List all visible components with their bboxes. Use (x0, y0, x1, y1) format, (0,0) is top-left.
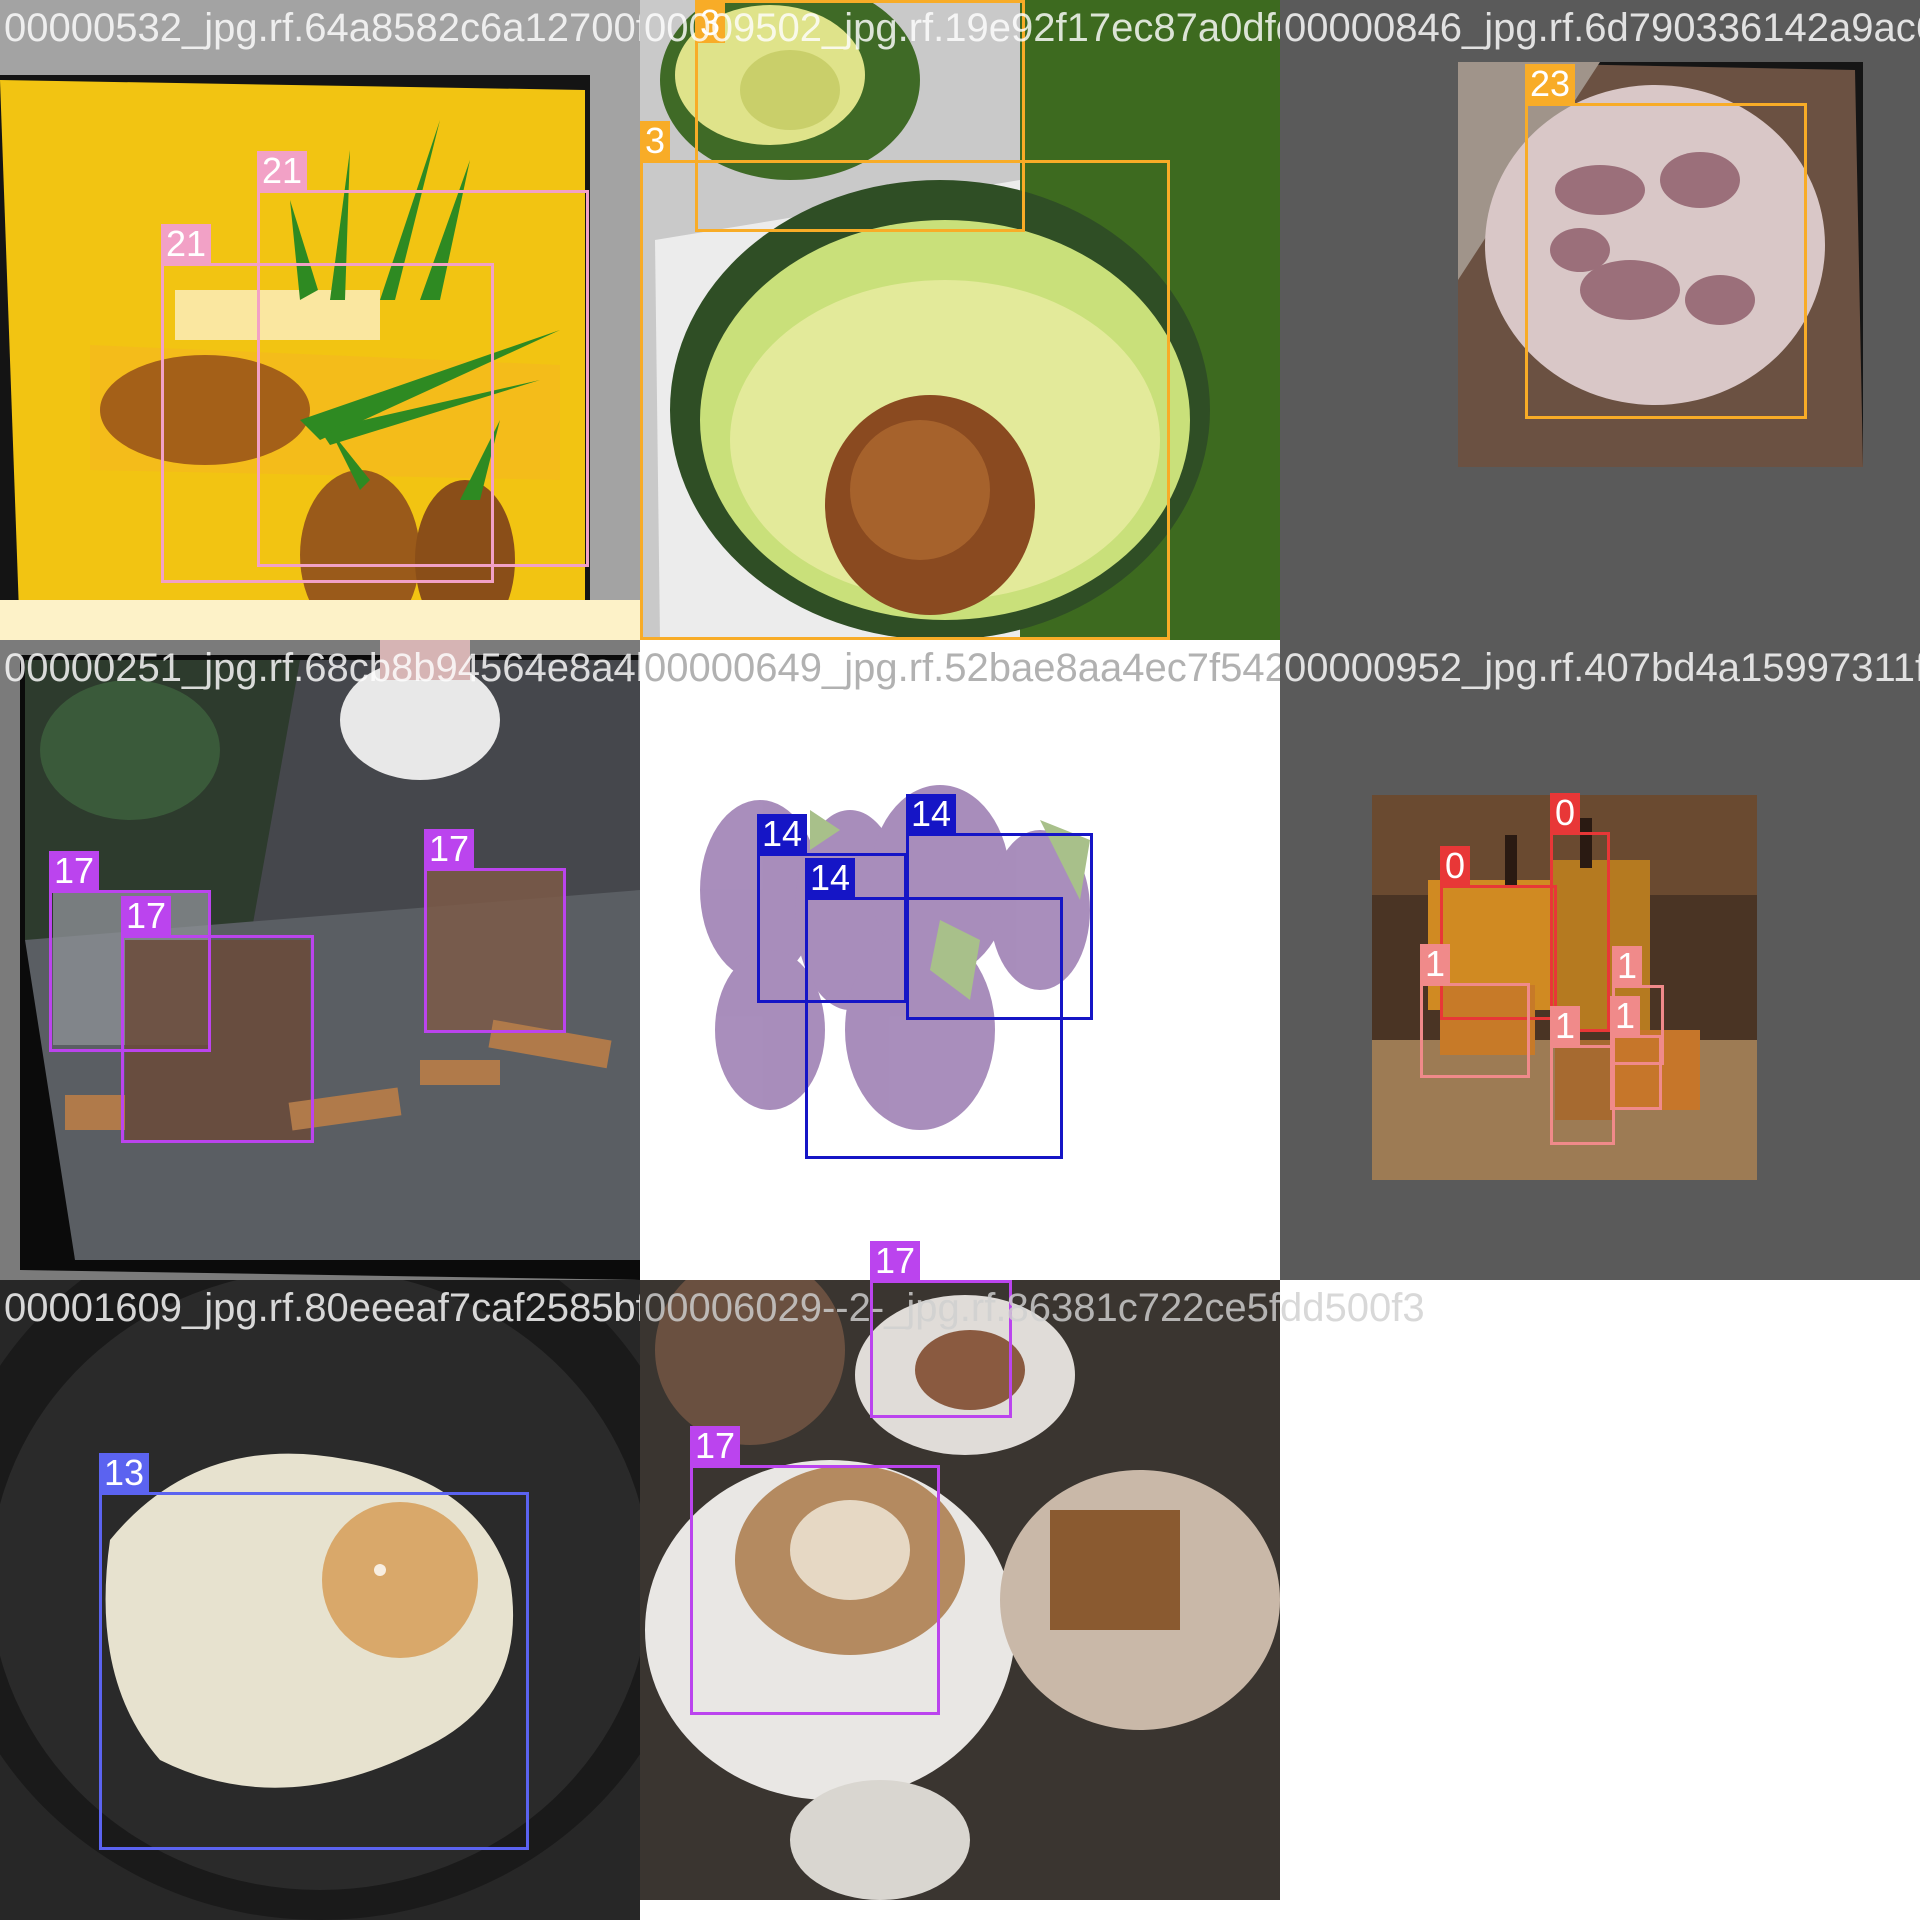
tile-eggplant: 00000649_jpg.rf.52bae8aa4ec7f54228888095… (640, 640, 1280, 1280)
bbox: 17 (690, 1426, 940, 1715)
bbox: 17 (870, 1241, 1012, 1418)
coffee-cake-photo (640, 1280, 1280, 1920)
class-label: 1 (1420, 944, 1451, 984)
tile-filename: 00000532_jpg.rf.64a8582c6a12700f3c0d0d5b (4, 6, 640, 50)
bottles-photo (1280, 640, 1920, 1280)
bbox: 0 (1550, 793, 1610, 1032)
tile-coffee-cake: 00006029--2-_jpg.rf.86381c722ce5fdd500f3… (640, 1241, 1425, 1920)
bbox: 13 (99, 1453, 529, 1850)
bbox: 1 (1420, 944, 1530, 1078)
tile-empty (1280, 1280, 1920, 1920)
class-label: 0 (1550, 793, 1581, 833)
bbox: 21 (161, 224, 494, 583)
class-label: 1 (1610, 996, 1641, 1036)
class-label: 14 (757, 814, 808, 854)
bbox: 14 (757, 814, 907, 1003)
bbox: 1 (1550, 1006, 1615, 1145)
tile-filename: 00000649_jpg.rf.52bae8aa4ec7f54228888095 (644, 646, 1280, 690)
tile-filename: 00000846_jpg.rf.6d790336142a9ac68 (1284, 6, 1920, 50)
class-label: 0 (1440, 846, 1471, 886)
class-label: 3 (640, 121, 671, 161)
bbox: 1 (1612, 946, 1664, 1065)
tile-cups: 00000251_jpg.rf.68cb8b94564e8a4bd5576d54… (0, 640, 640, 1280)
class-label: 17 (121, 896, 172, 936)
tile-bottles: 00000952_jpg.rf.407bd4a15997311f4 0 0 1 … (1280, 640, 1920, 1280)
tile-filename: 00006029--2-_jpg.rf.86381c722ce5fdd500f3 (644, 1286, 1425, 1330)
class-label: 21 (161, 224, 212, 264)
class-label: 17 (49, 851, 100, 891)
class-label: 14 (805, 858, 856, 898)
bbox: 14 (805, 858, 1063, 1159)
class-label: 17 (690, 1426, 741, 1466)
class-label: 23 (1525, 64, 1576, 104)
bbox: 17 (121, 896, 314, 1143)
bbox: 17 (424, 829, 566, 1033)
tile-egg: 00001609_jpg.rf.80eeeaf7caf2585bf4e8da6c… (0, 1280, 640, 1920)
avocado-photo (640, 0, 1280, 640)
tile-filename: 00009502_jpg.rf.19e92f17ec87a0dfd5cde5b8 (644, 6, 1280, 50)
class-label: 21 (257, 151, 308, 191)
class-label: 13 (99, 1453, 150, 1493)
tile-filename: 00000251_jpg.rf.68cb8b94564e8a4bd5576d54 (4, 646, 640, 690)
tile-pizza: 00000846_jpg.rf.6d790336142a9ac68 23 (1280, 0, 1920, 640)
class-label: 3 (695, 3, 726, 43)
cups-photo (0, 640, 640, 1280)
bbox: 21 (257, 151, 589, 567)
class-label: 17 (424, 829, 475, 869)
class-label: 1 (1612, 946, 1643, 986)
bbox: 1 (1610, 996, 1662, 1110)
bbox: 14 (906, 794, 1093, 1020)
class-label: 17 (870, 1241, 921, 1281)
bbox: 23 (1525, 64, 1807, 419)
bbox: 3 (640, 121, 1170, 640)
bbox: 17 (49, 851, 211, 1052)
tile-avocado: 00009502_jpg.rf.19e92f17ec87a0dfd5cde5b8… (640, 0, 1280, 640)
tile-filename: 00001609_jpg.rf.80eeeaf7caf2585bf4e8da6c (4, 1286, 640, 1330)
tile-pineapple: 00000532_jpg.rf.64a8582c6a12700f3c0d0d5b… (0, 0, 640, 640)
egg-photo (0, 1280, 640, 1920)
bbox: 3 (695, 0, 1025, 232)
class-label: 1 (1550, 1006, 1581, 1046)
class-label: 14 (906, 794, 957, 834)
tile-filename: 00000952_jpg.rf.407bd4a15997311f4 (1284, 646, 1920, 690)
